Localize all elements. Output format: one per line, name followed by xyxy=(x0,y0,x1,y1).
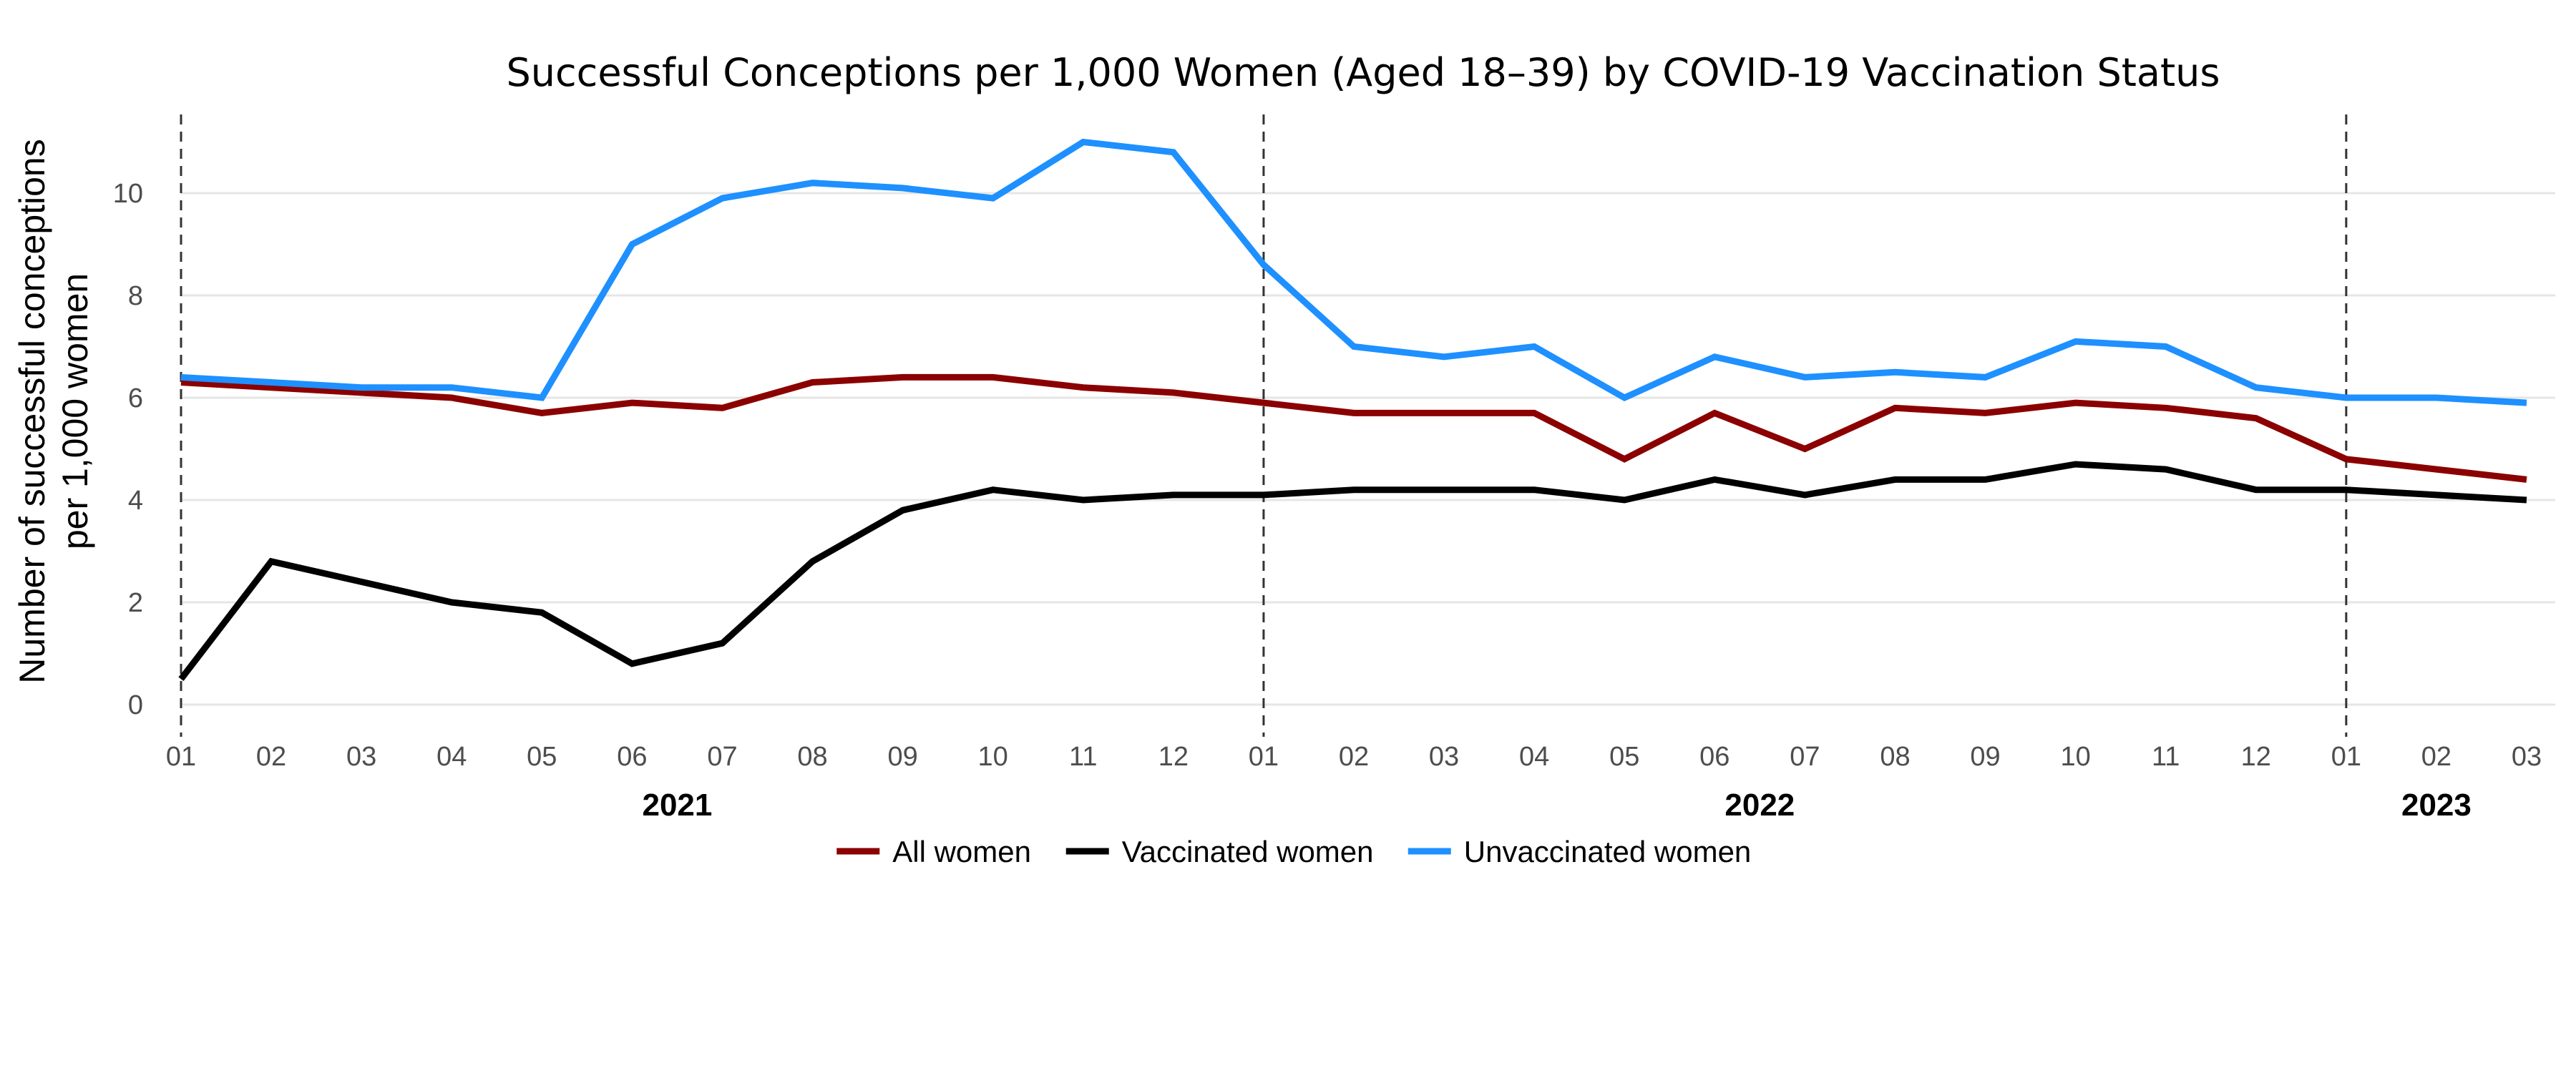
x-tick-label: 10 xyxy=(2060,742,2090,772)
x-tick-label: 08 xyxy=(797,742,827,772)
x-tick-label: 01 xyxy=(2331,742,2361,772)
series-layer xyxy=(178,138,2527,682)
x-tick-label: 11 xyxy=(2152,742,2180,772)
chart-title: Successful Conceptions per 1,000 Women (… xyxy=(506,50,2220,95)
year-label: 2021 xyxy=(642,788,712,823)
y-axis-label-line: Number of successful conceptions xyxy=(12,139,52,683)
x-tick-label: 07 xyxy=(707,742,737,772)
x-tick-label: 06 xyxy=(617,742,647,772)
legend-label: Unvaccinated women xyxy=(1464,835,1752,868)
y-axis-label: Number of successful conceptions per 1,00… xyxy=(12,139,95,683)
grid-layer xyxy=(181,192,2555,706)
year-labels: 2021 2022 2023 xyxy=(642,788,2471,823)
x-tick-label: 03 xyxy=(2512,742,2542,772)
x-tick-label: 03 xyxy=(1429,742,1459,772)
x-tick-label: 02 xyxy=(2421,742,2451,772)
x-tick-label: 02 xyxy=(256,742,286,772)
x-tick-label: 12 xyxy=(1158,742,1189,772)
x-tick-label: 12 xyxy=(2241,742,2271,772)
x-tick-label: 03 xyxy=(346,742,376,772)
x-tick-label: 09 xyxy=(887,742,917,772)
year-label: 2022 xyxy=(1724,788,1795,823)
x-tick-label: 05 xyxy=(527,742,557,772)
y-tick-label: 4 xyxy=(128,486,143,516)
x-tick-label: 01 xyxy=(166,742,196,772)
x-tick-label: 02 xyxy=(1339,742,1369,772)
year-boundary-lines xyxy=(180,114,2348,737)
series-line-all-women xyxy=(180,373,2527,483)
legend: All women Vaccinated women Unvaccinated wo… xyxy=(836,835,1751,868)
x-tick-label: 09 xyxy=(1970,742,2000,772)
x-tick-label: 05 xyxy=(1609,742,1639,772)
y-tick-label: 0 xyxy=(128,690,143,720)
x-tick-label: 11 xyxy=(1069,742,1097,772)
year-label: 2023 xyxy=(2401,788,2472,823)
y-tick-label: 8 xyxy=(128,281,143,311)
series-line-unvaccinated-women xyxy=(180,138,2527,406)
x-tick-label: 08 xyxy=(1880,742,1910,772)
legend-label: Vaccinated women xyxy=(1122,835,1374,868)
y-axis-label-line: per 1,000 women xyxy=(55,273,95,549)
x-tick-label: 01 xyxy=(1249,742,1279,772)
x-tick-label: 07 xyxy=(1790,742,1820,772)
x-tick-label: 06 xyxy=(1699,742,1729,772)
legend-label: All women xyxy=(892,835,1031,868)
x-tick-label: 04 xyxy=(436,742,467,772)
series-line-vaccinated-women xyxy=(178,461,2527,682)
y-tick-label: 6 xyxy=(128,383,143,413)
x-tick-label: 10 xyxy=(978,742,1008,772)
x-axis-ticks: 01 02 03 04 05 06 07 08 09 10 11 12 01 02 03 04 05 06 07 08… xyxy=(166,742,2542,772)
y-tick-label: 2 xyxy=(128,588,143,618)
y-tick-label: 10 xyxy=(113,179,143,209)
y-axis-ticks: 0 2 4 6 8 10 xyxy=(113,179,143,720)
x-tick-label: 04 xyxy=(1519,742,1549,772)
